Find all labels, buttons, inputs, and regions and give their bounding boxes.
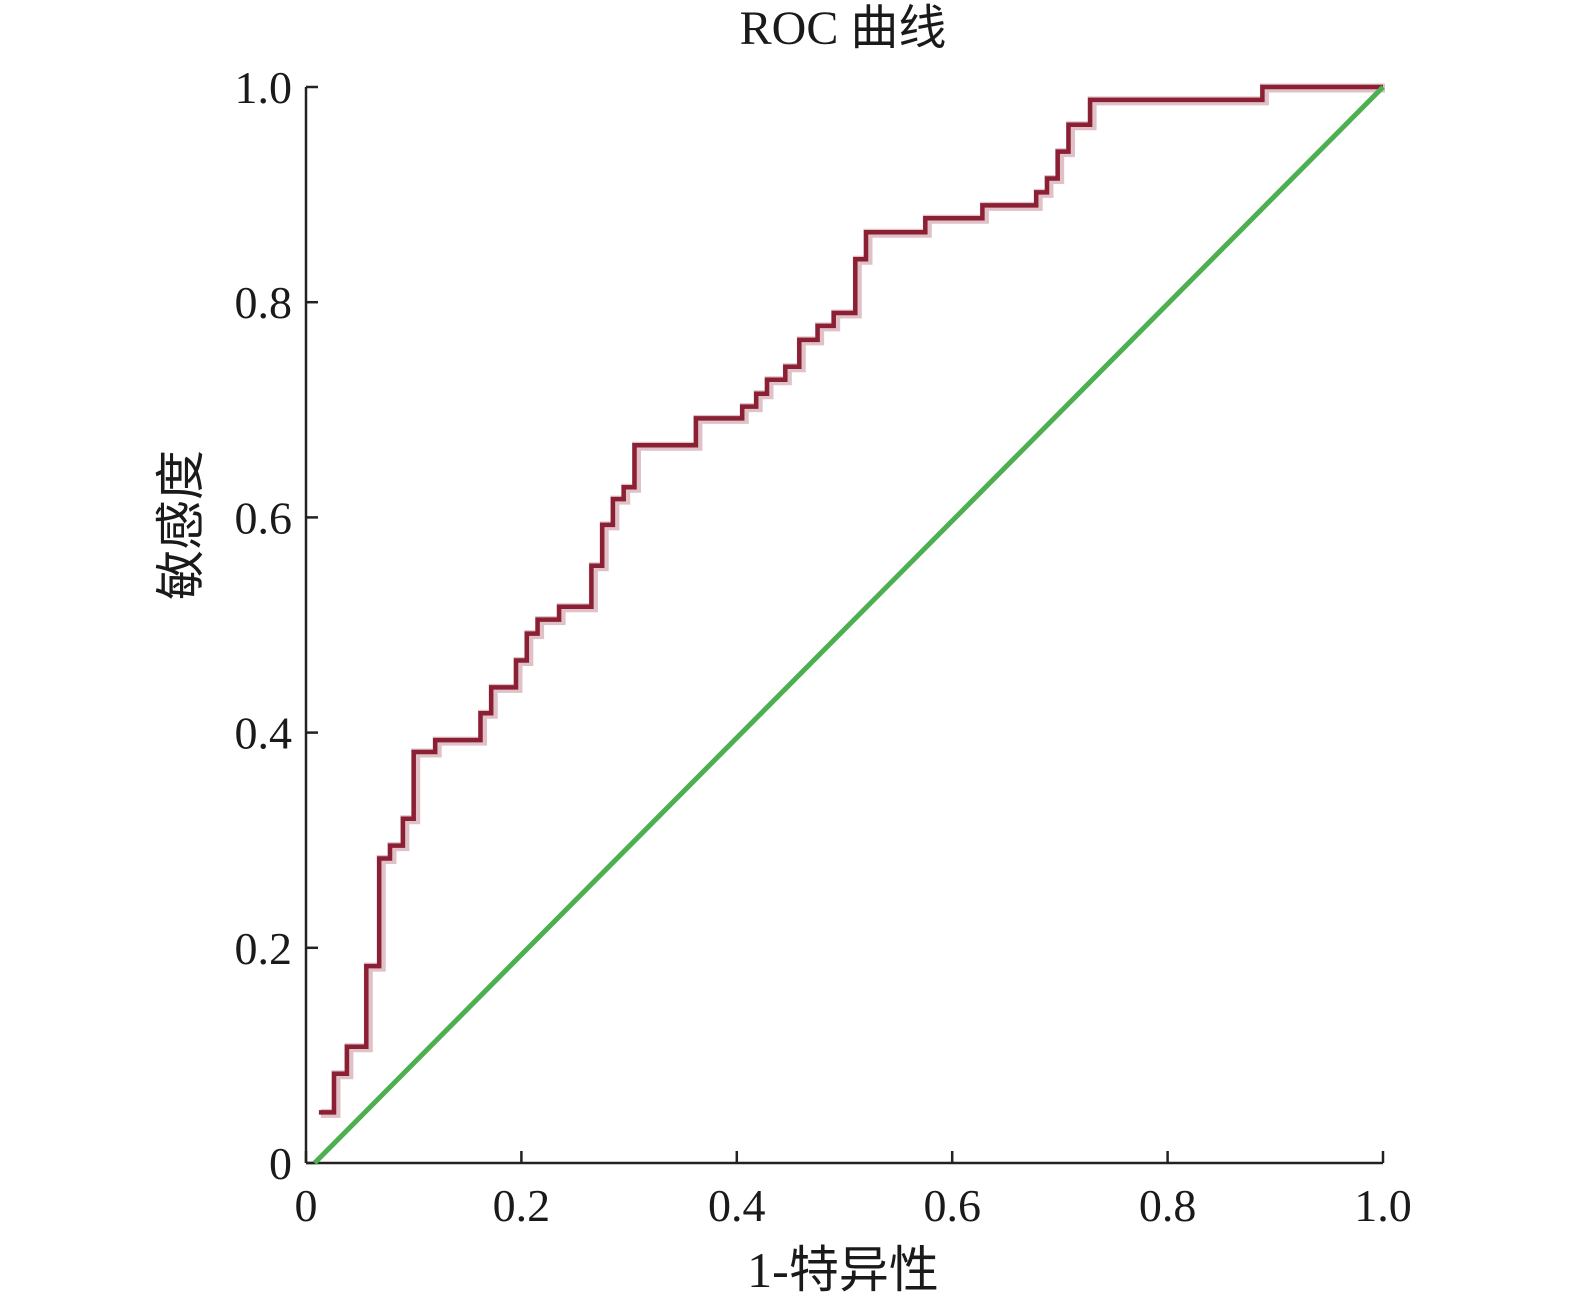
series-0-halo — [320, 83, 1385, 1118]
chart-title: ROC 曲线 — [740, 2, 947, 55]
x-ticks: 0 0.2 0.4 0.6 0.8 1.0 — [295, 1151, 1412, 1231]
y-tick-label: 0.8 — [235, 277, 293, 328]
y-axis-label: 敏感度 — [153, 450, 209, 600]
x-tick-label: 1.0 — [1354, 1180, 1412, 1231]
series-layer — [312, 83, 1385, 1165]
y-tick-label: 0.2 — [235, 923, 293, 974]
y-ticks: 0 0.2 0.4 0.6 0.8 1.0 — [235, 62, 318, 1189]
x-tick-label: 0.6 — [923, 1180, 981, 1231]
y-tick-label: 0.6 — [235, 492, 293, 543]
x-tick-label: 0.2 — [493, 1180, 551, 1231]
x-tick-label: 0.4 — [708, 1180, 766, 1231]
y-tick-label: 1.0 — [235, 62, 293, 113]
x-tick-label: 0.8 — [1139, 1180, 1197, 1231]
y-tick-label: 0 — [269, 1138, 292, 1189]
reference-diagonal-line — [312, 85, 1385, 1165]
x-axis-label: 1-特异性 — [747, 1242, 939, 1298]
y-tick-label: 0.4 — [235, 708, 293, 759]
x-tick-label: 0 — [295, 1180, 318, 1231]
roc-curve-line — [318, 84, 1383, 1115]
plot-area: 0 0.2 0.4 0.6 0.8 1.0 0 0.2 0.4 0.6 0.8 1.0 — [235, 62, 1412, 1231]
